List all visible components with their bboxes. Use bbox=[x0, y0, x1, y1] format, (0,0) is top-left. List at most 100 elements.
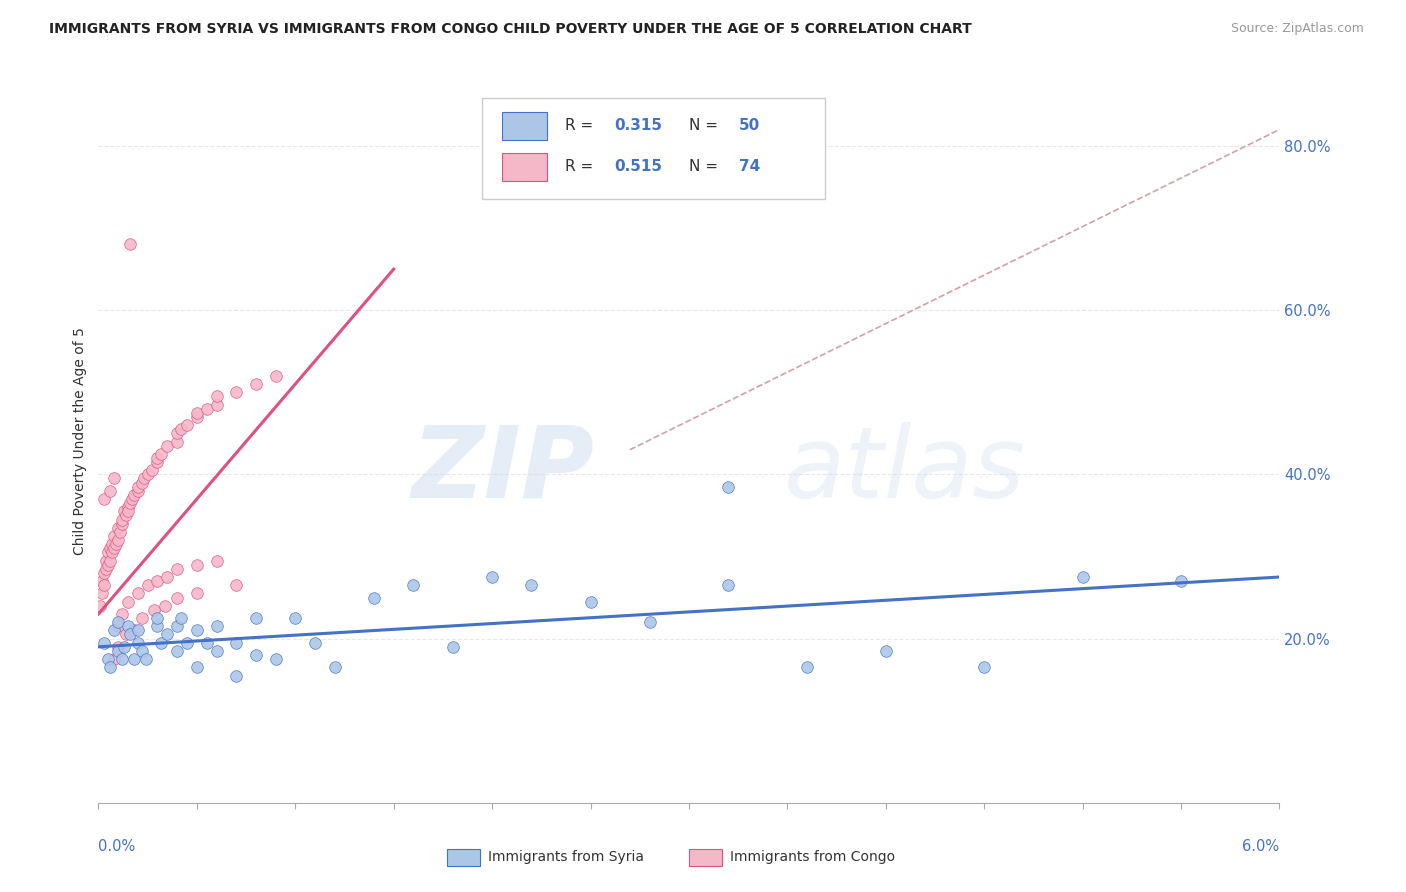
Point bbox=[131, 475, 153, 490]
Point bbox=[363, 591, 385, 605]
Point bbox=[122, 652, 145, 666]
Point bbox=[205, 553, 228, 567]
Point bbox=[186, 586, 208, 600]
Point bbox=[117, 619, 139, 633]
Point bbox=[195, 401, 218, 416]
FancyBboxPatch shape bbox=[502, 112, 547, 139]
Point bbox=[205, 619, 228, 633]
Point bbox=[166, 591, 188, 605]
Point bbox=[205, 389, 228, 403]
Point bbox=[150, 636, 173, 650]
Point bbox=[127, 480, 149, 494]
Point bbox=[117, 504, 139, 518]
Point bbox=[98, 660, 121, 674]
Point bbox=[127, 483, 149, 498]
Point bbox=[89, 599, 111, 613]
Point bbox=[323, 660, 346, 674]
Point bbox=[132, 471, 155, 485]
Point bbox=[284, 611, 307, 625]
Point bbox=[136, 578, 159, 592]
Point bbox=[118, 237, 141, 252]
Text: Immigrants from Congo: Immigrants from Congo bbox=[730, 850, 896, 864]
FancyBboxPatch shape bbox=[689, 849, 723, 866]
Point bbox=[108, 524, 131, 539]
Text: R =: R = bbox=[565, 160, 598, 175]
Point bbox=[127, 586, 149, 600]
Point bbox=[131, 644, 153, 658]
Point bbox=[103, 471, 125, 485]
Point bbox=[112, 640, 135, 654]
Point bbox=[93, 636, 115, 650]
Point bbox=[103, 652, 125, 666]
Point bbox=[131, 611, 153, 625]
FancyBboxPatch shape bbox=[447, 849, 479, 866]
Point bbox=[156, 439, 179, 453]
Text: 0.515: 0.515 bbox=[614, 160, 662, 175]
Point bbox=[117, 594, 139, 608]
Point bbox=[93, 578, 115, 592]
Point bbox=[107, 619, 129, 633]
Point bbox=[166, 434, 188, 449]
Point bbox=[98, 553, 121, 567]
Point bbox=[107, 521, 129, 535]
Point bbox=[1071, 570, 1094, 584]
Point bbox=[111, 516, 134, 531]
Text: Source: ZipAtlas.com: Source: ZipAtlas.com bbox=[1230, 22, 1364, 36]
Point bbox=[121, 491, 143, 506]
Point bbox=[796, 660, 818, 674]
Point bbox=[97, 652, 120, 666]
Point bbox=[93, 491, 115, 506]
Point bbox=[98, 483, 121, 498]
Point bbox=[195, 636, 218, 650]
Point bbox=[117, 500, 139, 515]
Point bbox=[225, 578, 247, 592]
Point bbox=[96, 562, 118, 576]
Point bbox=[717, 578, 740, 592]
Point bbox=[91, 586, 114, 600]
Point bbox=[166, 619, 188, 633]
Text: 50: 50 bbox=[738, 119, 759, 133]
Point bbox=[111, 607, 134, 621]
Point bbox=[107, 533, 129, 547]
Point bbox=[225, 636, 247, 650]
Point bbox=[135, 652, 157, 666]
FancyBboxPatch shape bbox=[502, 153, 547, 181]
Point bbox=[111, 512, 134, 526]
Text: IMMIGRANTS FROM SYRIA VS IMMIGRANTS FROM CONGO CHILD POVERTY UNDER THE AGE OF 5 : IMMIGRANTS FROM SYRIA VS IMMIGRANTS FROM… bbox=[49, 22, 972, 37]
Point bbox=[520, 578, 543, 592]
Point bbox=[245, 648, 267, 662]
Point bbox=[245, 377, 267, 392]
Point bbox=[150, 447, 173, 461]
Point bbox=[122, 624, 145, 638]
Point bbox=[112, 504, 135, 518]
Point bbox=[166, 426, 188, 441]
Point bbox=[225, 668, 247, 682]
Point bbox=[166, 644, 188, 658]
Text: 74: 74 bbox=[738, 160, 759, 175]
Point bbox=[973, 660, 995, 674]
Point bbox=[186, 558, 208, 572]
Point bbox=[141, 463, 163, 477]
Point bbox=[875, 644, 897, 658]
Point bbox=[166, 562, 188, 576]
Point bbox=[156, 570, 179, 584]
Point bbox=[127, 636, 149, 650]
Point bbox=[103, 541, 125, 556]
Point bbox=[122, 488, 145, 502]
Point bbox=[245, 611, 267, 625]
Point bbox=[146, 611, 169, 625]
Text: R =: R = bbox=[565, 119, 598, 133]
Text: N =: N = bbox=[689, 119, 723, 133]
Point bbox=[186, 624, 208, 638]
Text: ZIP: ZIP bbox=[412, 422, 595, 519]
Point bbox=[101, 537, 124, 551]
Point bbox=[111, 652, 134, 666]
Point bbox=[205, 398, 228, 412]
Text: 6.0%: 6.0% bbox=[1243, 838, 1279, 854]
Point bbox=[717, 480, 740, 494]
Point bbox=[127, 624, 149, 638]
Point bbox=[93, 566, 115, 580]
Text: 0.315: 0.315 bbox=[614, 119, 662, 133]
Point bbox=[441, 640, 464, 654]
Point bbox=[155, 599, 177, 613]
